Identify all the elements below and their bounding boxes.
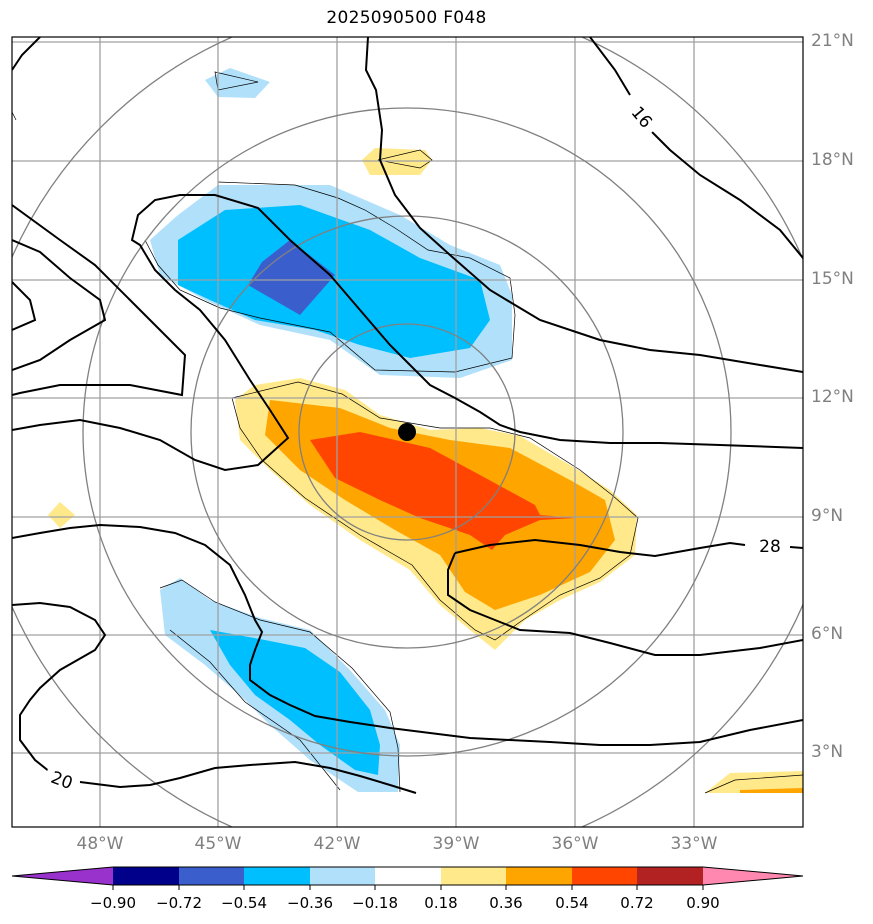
colorbar-tick-label: −0.18 [352, 894, 398, 912]
map-plot-area: 16 28 20 [12, 37, 803, 827]
colorbar-tick-label: −0.54 [221, 894, 267, 912]
lon-label-48w: 48°W [76, 834, 124, 854]
colorbar-tick-label: 0.90 [686, 894, 720, 912]
thin-contours [12, 71, 803, 794]
negative-shading-north [150, 68, 512, 378]
negative-shading-south [160, 578, 400, 792]
colorbar-tick-label: −0.90 [90, 894, 136, 912]
colorbar-bin [441, 867, 506, 885]
lat-label-21n: 21°N [811, 31, 854, 51]
colorbar-bin [637, 867, 703, 885]
colorbar [11, 866, 804, 890]
colorbar-tick-label: 0.72 [620, 894, 654, 912]
thick-contours [12, 37, 803, 794]
colorbar-tick-label: −0.36 [287, 894, 333, 912]
colorbar-tick-label: 0.54 [555, 894, 589, 912]
lon-label-36w: 36°W [551, 834, 599, 854]
lat-label-6n: 6°N [811, 624, 844, 644]
lon-label-45w: 45°W [194, 834, 242, 854]
colorbar-extend-max [703, 867, 803, 885]
colorbar-tick-label: −0.72 [156, 894, 202, 912]
contour-label-28: 28 [759, 537, 781, 557]
lat-label-12n: 12°N [811, 387, 854, 407]
colorbar-tick-label: 0.18 [424, 894, 458, 912]
graticule [12, 37, 803, 827]
map-title: 2025090500 F048 [326, 8, 487, 28]
lon-label-33w: 33°W [670, 834, 718, 854]
colorbar-bin [572, 867, 637, 885]
lon-label-42w: 42°W [313, 834, 361, 854]
lat-label-3n: 3°N [811, 742, 844, 762]
colorbar-bin [375, 867, 441, 885]
lat-label-18n: 18°N [811, 150, 854, 170]
map-frame [11, 36, 804, 828]
colorbar-tick-label: 0.36 [489, 894, 523, 912]
lon-label-39w: 39°W [432, 834, 480, 854]
lat-label-9n: 9°N [811, 506, 844, 526]
storm-center-marker [398, 423, 416, 441]
lat-label-15n: 15°N [811, 269, 854, 289]
colorbar-extend-min [12, 867, 113, 885]
colorbar-bin [113, 867, 179, 885]
colorbar-bin [244, 867, 310, 885]
range-rings [12, 37, 803, 827]
colorbar-bin [310, 867, 375, 885]
colorbar-bin [179, 867, 244, 885]
colorbar-bin [506, 867, 572, 885]
positive-shading-main [235, 378, 637, 650]
